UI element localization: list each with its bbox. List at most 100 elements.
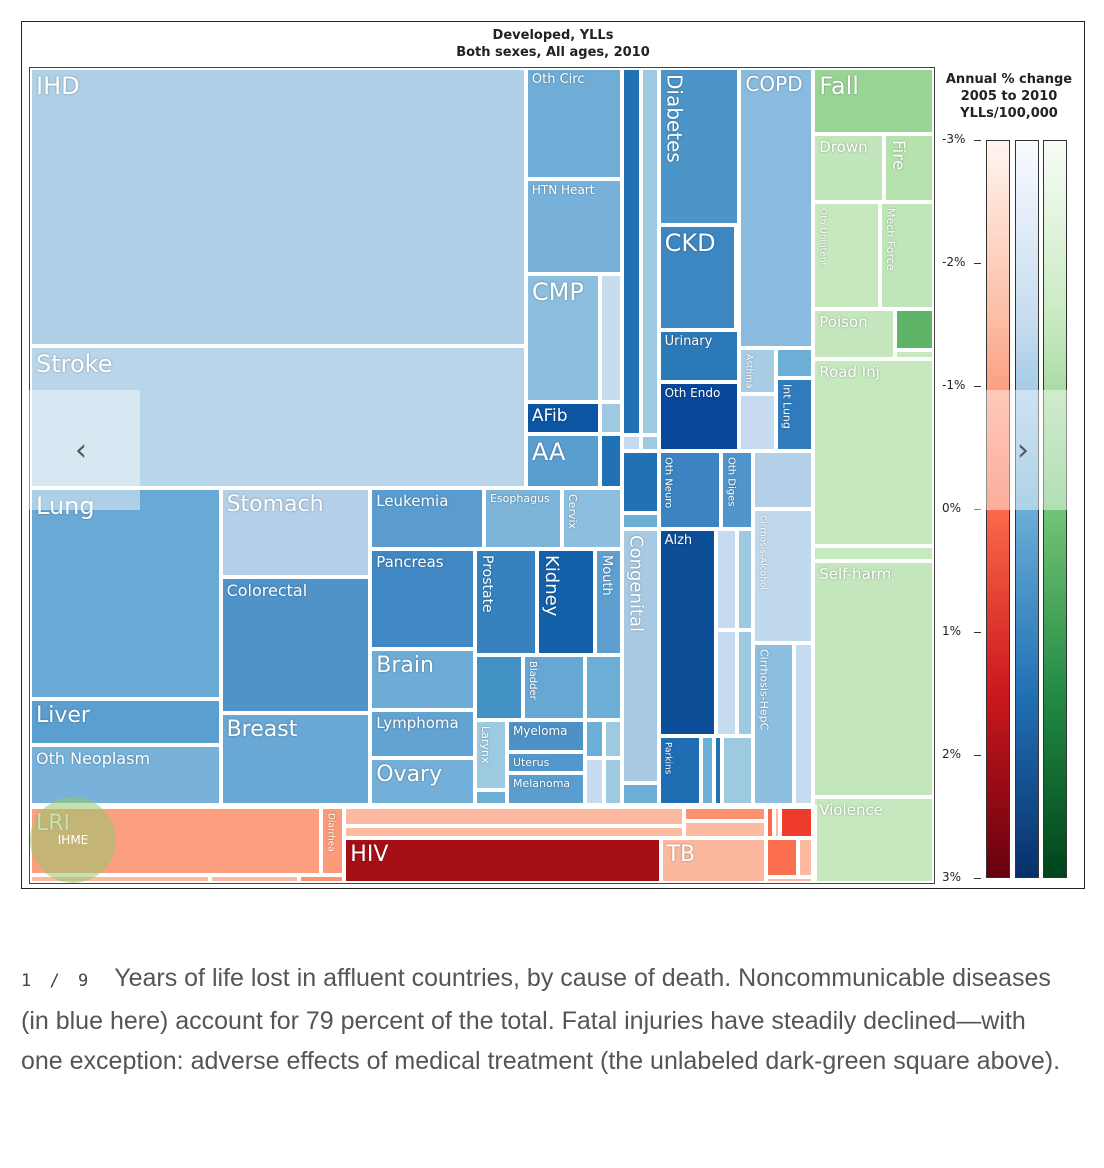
tile-label: Stroke [36,350,113,379]
treemap-tile [753,451,814,509]
treemap-tile-lymphoma: Lymphoma [370,710,475,759]
treemap-tile-htn-heart: HTN Heart [525,178,622,275]
legend-tick-label: 3% [942,870,962,884]
legend-title-line3: YLLs/100,000 [960,106,1058,121]
treemap-tile [599,274,622,403]
tile-label: Diabetes [662,74,687,163]
treemap-tile [714,736,723,806]
treemap-tile-liver: Liver [30,699,221,746]
treemap-tile [780,807,814,839]
treemap-tile [475,654,523,721]
tile-label: Cervix [565,493,579,530]
treemap-tile-kidney: Kidney [536,548,595,655]
treemap-tile-mech-force: Mech Force [880,201,934,310]
treemap-tile [716,629,738,737]
treemap-tile [716,528,738,630]
legend-tick-mark [974,632,981,633]
tile-label: Prostate [479,554,495,613]
treemap-tile-cirrhosis-hepc: Cirrhosis-HepC [753,642,795,806]
previous-slide-button[interactable]: ‹ [22,390,140,510]
tile-label: Road Inj [819,363,880,382]
tile-label: COPD [745,72,803,96]
treemap-tile [299,875,345,883]
treemap-tile-int-lung: Int Lung [776,378,814,452]
tile-label: Pancreas [376,552,444,571]
treemap-tile-prostate: Prostate [475,548,537,655]
treemap-tile [599,434,622,488]
legend-tick-mark [974,509,981,510]
treemap-tile [209,875,300,883]
tile-label: AA [531,438,566,467]
treemap-tile [813,545,934,561]
treemap-tile [700,736,715,806]
tile-label: Oth Diges [725,457,737,507]
tile-label: TB [666,842,696,868]
treemap-tile [621,68,641,436]
next-slide-button[interactable]: › [964,390,1082,510]
tile-label: Mouth [598,554,614,596]
treemap-tile-myeloma: Myeloma [506,720,585,753]
legend-title: Annual % change 2005 to 2010 YLLs/100,00… [936,71,1082,122]
chevron-left-icon: ‹ [75,432,87,468]
tile-label: Alzh [664,532,693,548]
colorbar-blue [1015,140,1039,878]
legend-tick-mark [974,878,981,879]
treemap-tile [683,807,767,822]
treemap-tile-colorectal: Colorectal [220,576,371,714]
treemap-tile-aa: AA [525,434,600,488]
treemap-tile-cirrhosis-alcohol: Cirrhosis-Alcohol [753,508,814,643]
tile-label: Liver [36,703,90,729]
tile-label: Brain [376,652,434,678]
treemap-tile-drown: Drown [813,133,885,202]
legend-tick-mark [974,755,981,756]
treemap-tile-congenital: Congenital [621,528,659,784]
legend-title-line1: Annual % change [945,72,1073,87]
treemap-tile [640,68,659,436]
tile-label: Diarrhea [325,813,336,852]
treemap-tile-fall: Fall [813,68,934,134]
tile-label: Asthma [743,354,754,389]
treemap-tile [603,758,622,806]
treemap-tile [599,402,622,435]
tile-label: Drown [819,137,868,156]
chart-title-line2: Both sexes, All ages, 2010 [456,45,650,60]
treemap-tile-brain: Brain [370,648,475,711]
treemap-tile-lung: Lung [30,487,221,700]
tile-label: Oth Unintent [817,207,828,266]
treemap-tile [813,805,818,883]
treemap-tile-alzh: Alzh [658,528,717,737]
treemap-tile [584,654,622,721]
treemap-tile [621,435,641,452]
legend-tick-label: -2% [942,255,966,269]
tile-label: Lung [36,491,95,520]
treemap-tile-uterus: Uterus [506,752,585,774]
tile-label: Melanoma [512,777,571,791]
treemap-tile [344,807,684,827]
tile-label: CMP [531,278,584,307]
legend-tick-mark [974,140,981,141]
legend-tick-label: -1% [942,378,966,392]
chart-title: Developed, YLLs Both sexes, All ages, 20… [21,27,1085,61]
treemap-tile-parkins: Parkins [658,736,701,806]
treemap-tile-pancreas: Pancreas [370,548,475,649]
ihme-watermark: IHME [30,797,116,883]
tile-label: Urinary [664,334,713,350]
slide-counter: 1 / 9 [21,971,93,991]
tile-label: HTN Heart [531,182,595,197]
tile-label: IHD [36,72,80,100]
treemap-tile-road-inj: Road Inj [813,359,934,546]
treemap-tile [766,838,799,877]
slide-caption: 1 / 9 Years of life lost in affluent coun… [21,958,1061,1081]
treemap-tile-oth-neuro: Oth Neuro [658,451,722,529]
tile-label: Breast [226,717,298,743]
treemap-tile-hiv: HIV [344,838,661,883]
tile-label: Oth Neuro [662,457,674,509]
caption-text: Years of life lost in affluent countries… [21,964,1061,1075]
chevron-right-icon: › [1017,432,1029,468]
tile-label: Parkins [662,742,673,775]
tile-label: Lymphoma [376,714,459,733]
treemap-tile-oth-unintent: Oth Unintent [813,201,881,310]
treemap-tile-asthma: Asthma [739,348,777,395]
tile-label: Congenital [625,534,647,632]
tile-label: Violence [819,801,883,820]
